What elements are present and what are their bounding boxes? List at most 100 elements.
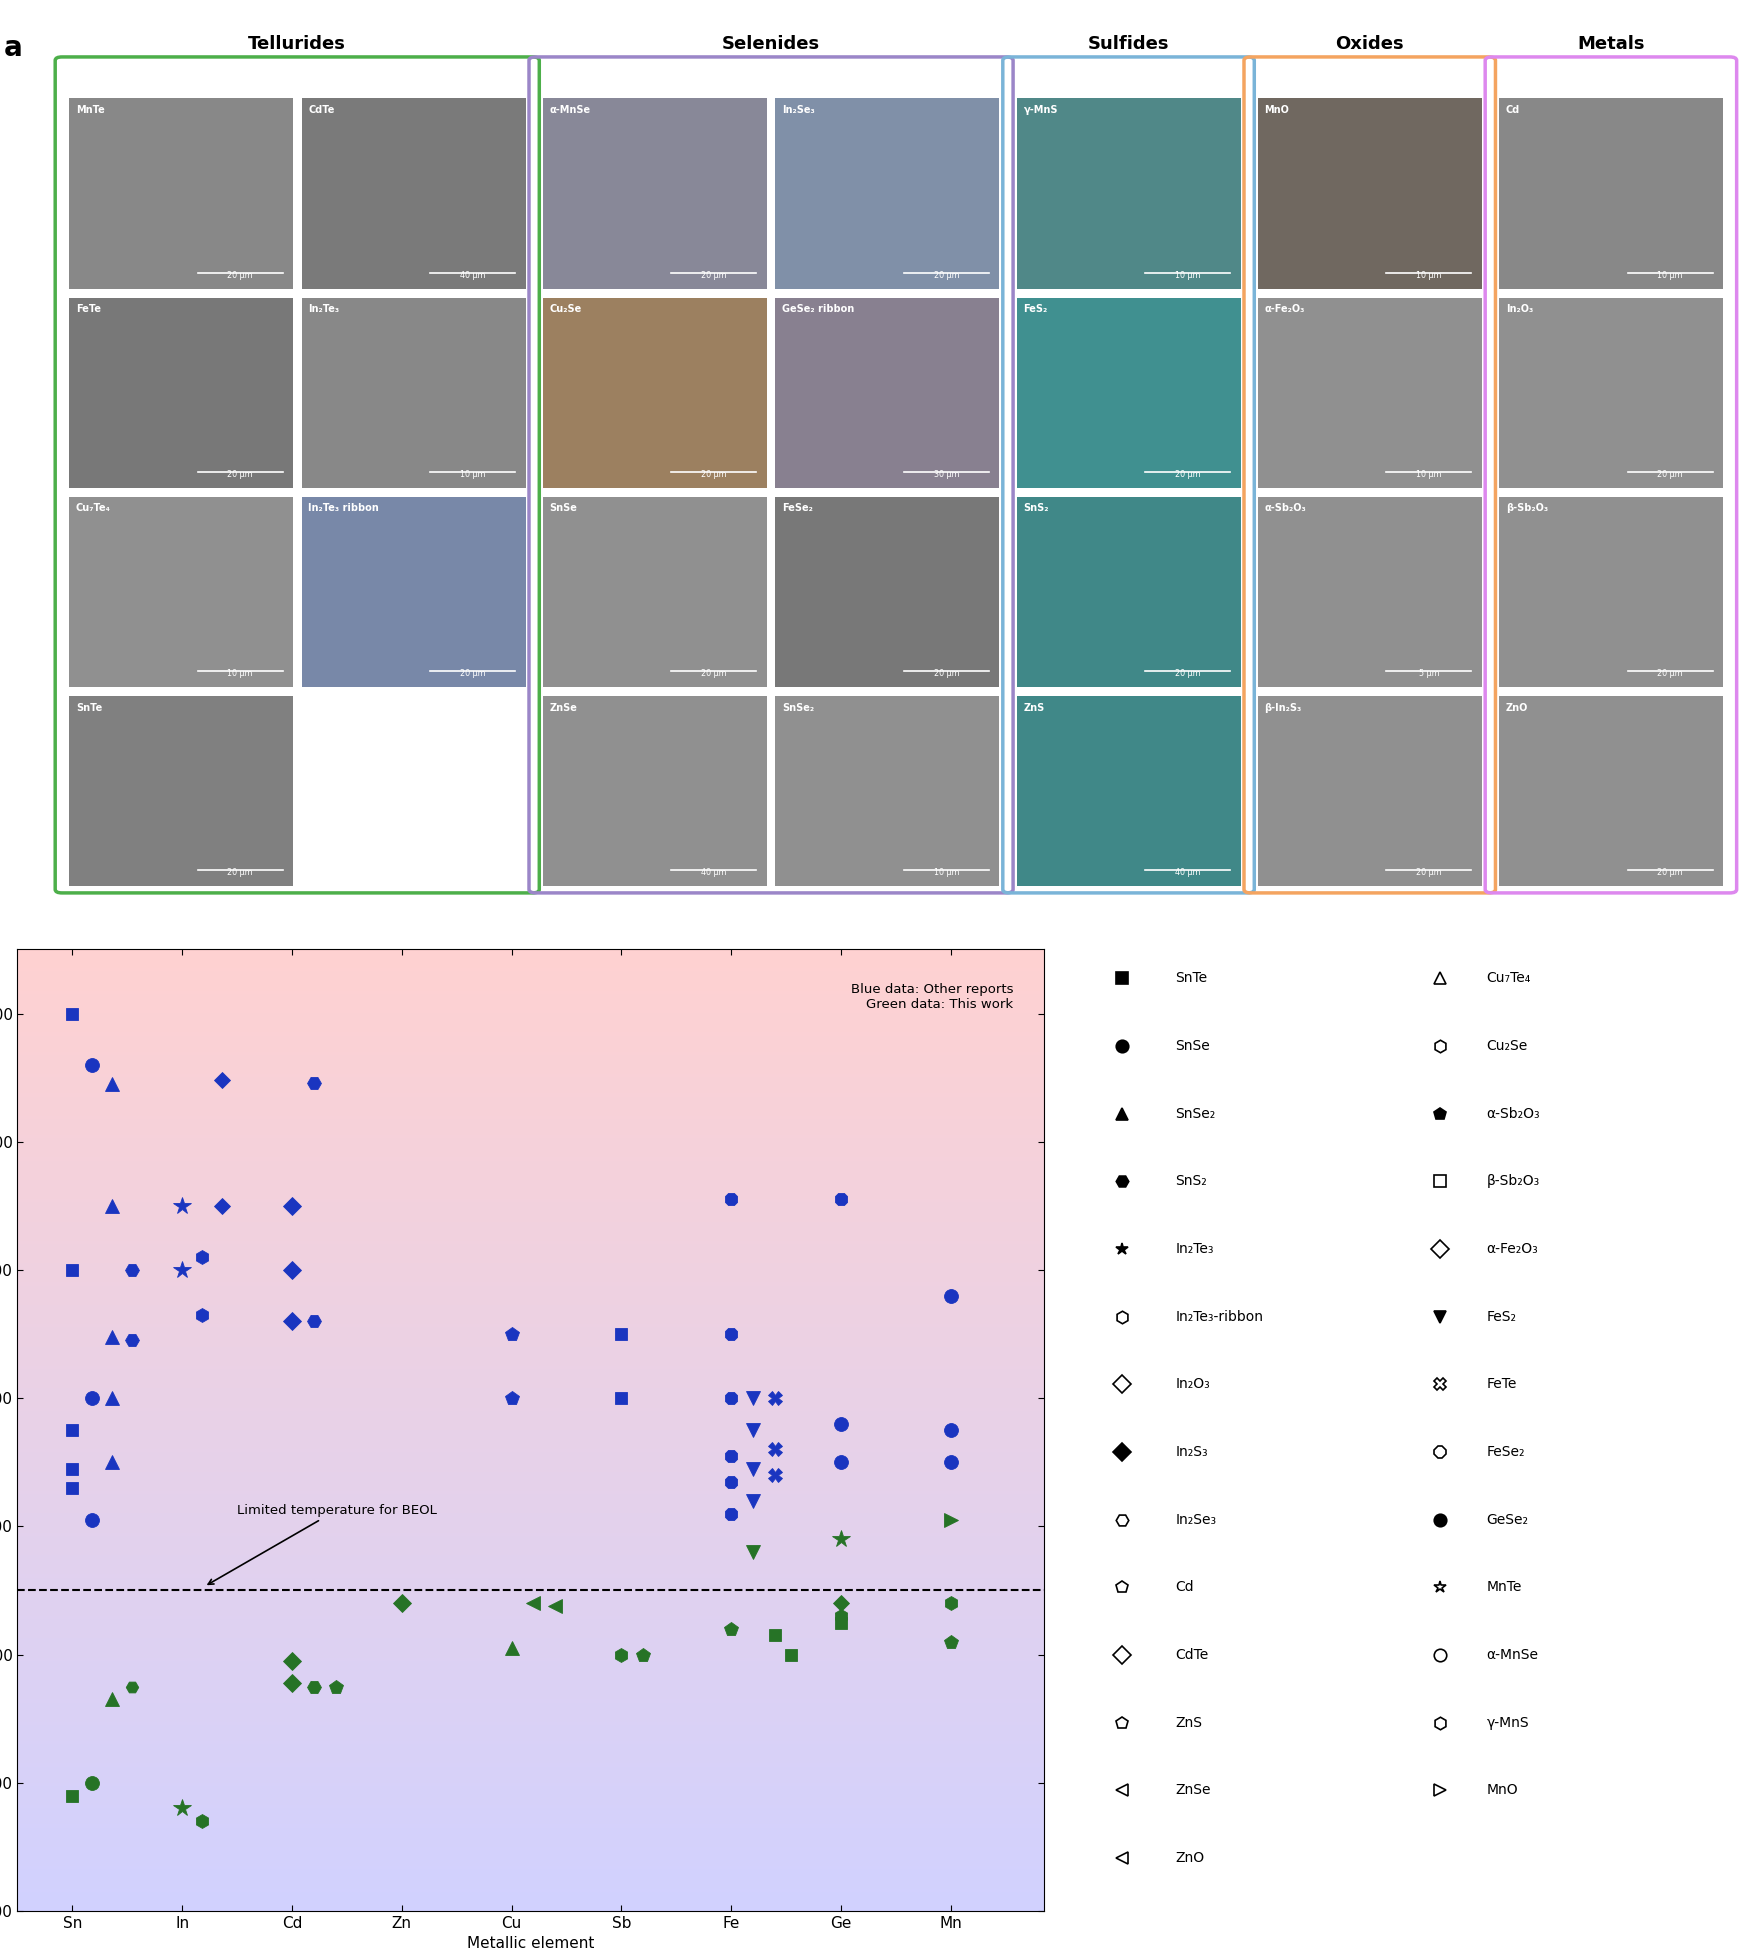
Text: 20 μm: 20 μm xyxy=(1416,868,1440,878)
Text: 10 μm: 10 μm xyxy=(1175,271,1199,281)
Bar xyxy=(68,298,292,488)
Text: SnSe: SnSe xyxy=(1175,1039,1210,1053)
Text: CdTe: CdTe xyxy=(308,105,334,115)
Text: GeSe₂: GeSe₂ xyxy=(1486,1513,1528,1527)
Text: 20 μm: 20 μm xyxy=(227,470,253,480)
Text: 20 μm: 20 μm xyxy=(1657,669,1682,679)
Text: 40 μm: 40 μm xyxy=(701,868,725,878)
Text: SnSe₂: SnSe₂ xyxy=(1175,1108,1215,1121)
Text: In₂Se₃: In₂Se₃ xyxy=(781,105,815,115)
Text: FeTe: FeTe xyxy=(1486,1377,1516,1390)
Text: Oxides: Oxides xyxy=(1335,35,1404,53)
Text: Selenides: Selenides xyxy=(722,35,820,53)
Text: β-Sb₂O₃: β-Sb₂O₃ xyxy=(1486,1174,1538,1188)
Bar xyxy=(1016,497,1239,686)
Bar xyxy=(1257,99,1481,289)
Text: 40 μm: 40 μm xyxy=(460,271,486,281)
Text: γ-MnS: γ-MnS xyxy=(1023,105,1058,115)
Bar xyxy=(68,497,292,686)
Text: Cu₇Te₄: Cu₇Te₄ xyxy=(75,503,110,513)
Text: MnTe: MnTe xyxy=(1486,1580,1521,1595)
Text: Sulfides: Sulfides xyxy=(1087,35,1169,53)
Text: 10 μm: 10 μm xyxy=(1416,271,1440,281)
Text: In₂Te₃ ribbon: In₂Te₃ ribbon xyxy=(308,503,379,513)
Text: SnTe: SnTe xyxy=(1175,971,1206,985)
Text: FeSe₂: FeSe₂ xyxy=(1486,1445,1524,1459)
Text: 20 μm: 20 μm xyxy=(227,868,253,878)
Text: In₂O₃: In₂O₃ xyxy=(1505,304,1533,314)
Bar xyxy=(774,696,998,885)
Text: 20 μm: 20 μm xyxy=(701,669,727,679)
Text: 30 μm: 30 μm xyxy=(933,470,958,480)
Text: α-MnSe: α-MnSe xyxy=(1486,1648,1538,1661)
Text: 10 μm: 10 μm xyxy=(933,868,958,878)
Text: 20 μm: 20 μm xyxy=(701,470,727,480)
Bar xyxy=(301,298,524,488)
Text: ZnS: ZnS xyxy=(1023,702,1044,712)
Bar xyxy=(301,99,524,289)
Bar xyxy=(542,99,766,289)
Text: GeSe₂ ribbon: GeSe₂ ribbon xyxy=(781,304,855,314)
Text: FeTe: FeTe xyxy=(75,304,101,314)
Text: 10 μm: 10 μm xyxy=(1657,271,1682,281)
Bar xyxy=(1016,99,1239,289)
Text: α-Fe₂O₃: α-Fe₂O₃ xyxy=(1486,1242,1536,1256)
Text: 20 μm: 20 μm xyxy=(1175,470,1199,480)
Bar xyxy=(542,298,766,488)
Text: Cu₇Te₄: Cu₇Te₄ xyxy=(1486,971,1530,985)
Bar xyxy=(774,298,998,488)
Text: SnSe: SnSe xyxy=(549,503,577,513)
Text: In₂O₃: In₂O₃ xyxy=(1175,1377,1210,1390)
Text: SnTe: SnTe xyxy=(75,702,101,712)
Bar xyxy=(542,696,766,885)
Text: Tellurides: Tellurides xyxy=(248,35,346,53)
Bar xyxy=(1498,99,1722,289)
Bar xyxy=(1257,497,1481,686)
Bar xyxy=(301,497,524,686)
X-axis label: Metallic element: Metallic element xyxy=(467,1936,594,1950)
Text: Cd: Cd xyxy=(1505,105,1519,115)
Bar xyxy=(1498,298,1722,488)
Bar xyxy=(774,99,998,289)
Text: β-Sb₂O₃: β-Sb₂O₃ xyxy=(1505,503,1547,513)
Text: In₂S₃: In₂S₃ xyxy=(1175,1445,1208,1459)
Text: 20 μm: 20 μm xyxy=(1657,470,1682,480)
Text: α-Sb₂O₃: α-Sb₂O₃ xyxy=(1486,1108,1540,1121)
Text: In₂Te₃: In₂Te₃ xyxy=(308,304,339,314)
Text: 20 μm: 20 μm xyxy=(933,271,960,281)
Text: ZnS: ZnS xyxy=(1175,1716,1201,1730)
Text: In₂Te₃-ribbon: In₂Te₃-ribbon xyxy=(1175,1310,1262,1324)
Text: 20 μm: 20 μm xyxy=(701,271,727,281)
Bar xyxy=(542,497,766,686)
Text: α-Fe₂O₃: α-Fe₂O₃ xyxy=(1264,304,1304,314)
Text: Cu₂Se: Cu₂Se xyxy=(549,304,582,314)
Bar xyxy=(1016,298,1239,488)
Text: Cd: Cd xyxy=(1175,1580,1194,1595)
Text: SnS₂: SnS₂ xyxy=(1023,503,1049,513)
Text: MnO: MnO xyxy=(1264,105,1288,115)
Text: Limited temperature for BEOL: Limited temperature for BEOL xyxy=(208,1503,437,1583)
Text: Cu₂Se: Cu₂Se xyxy=(1486,1039,1526,1053)
Text: In₂Se₃: In₂Se₃ xyxy=(1175,1513,1215,1527)
Bar xyxy=(1498,497,1722,686)
Text: FeS₂: FeS₂ xyxy=(1486,1310,1516,1324)
Text: 10 μm: 10 μm xyxy=(460,470,486,480)
Text: β-In₂S₃: β-In₂S₃ xyxy=(1264,702,1301,712)
Bar xyxy=(68,99,292,289)
Text: CdTe: CdTe xyxy=(1175,1648,1208,1661)
Text: Metals: Metals xyxy=(1577,35,1643,53)
Text: FeS₂: FeS₂ xyxy=(1023,304,1047,314)
Text: 40 μm: 40 μm xyxy=(1175,868,1199,878)
Bar xyxy=(774,497,998,686)
Text: FeSe₂: FeSe₂ xyxy=(781,503,813,513)
Text: 20 μm: 20 μm xyxy=(933,669,960,679)
Bar xyxy=(68,696,292,885)
Text: α-Sb₂O₃: α-Sb₂O₃ xyxy=(1264,503,1306,513)
Text: Blue data: Other reports
Green data: This work: Blue data: Other reports Green data: Thi… xyxy=(850,983,1012,1012)
Text: 20 μm: 20 μm xyxy=(1657,868,1682,878)
Bar xyxy=(1498,696,1722,885)
Text: ZnO: ZnO xyxy=(1505,702,1528,712)
Bar xyxy=(1016,696,1239,885)
Bar xyxy=(1257,696,1481,885)
Text: MnO: MnO xyxy=(1486,1782,1517,1798)
